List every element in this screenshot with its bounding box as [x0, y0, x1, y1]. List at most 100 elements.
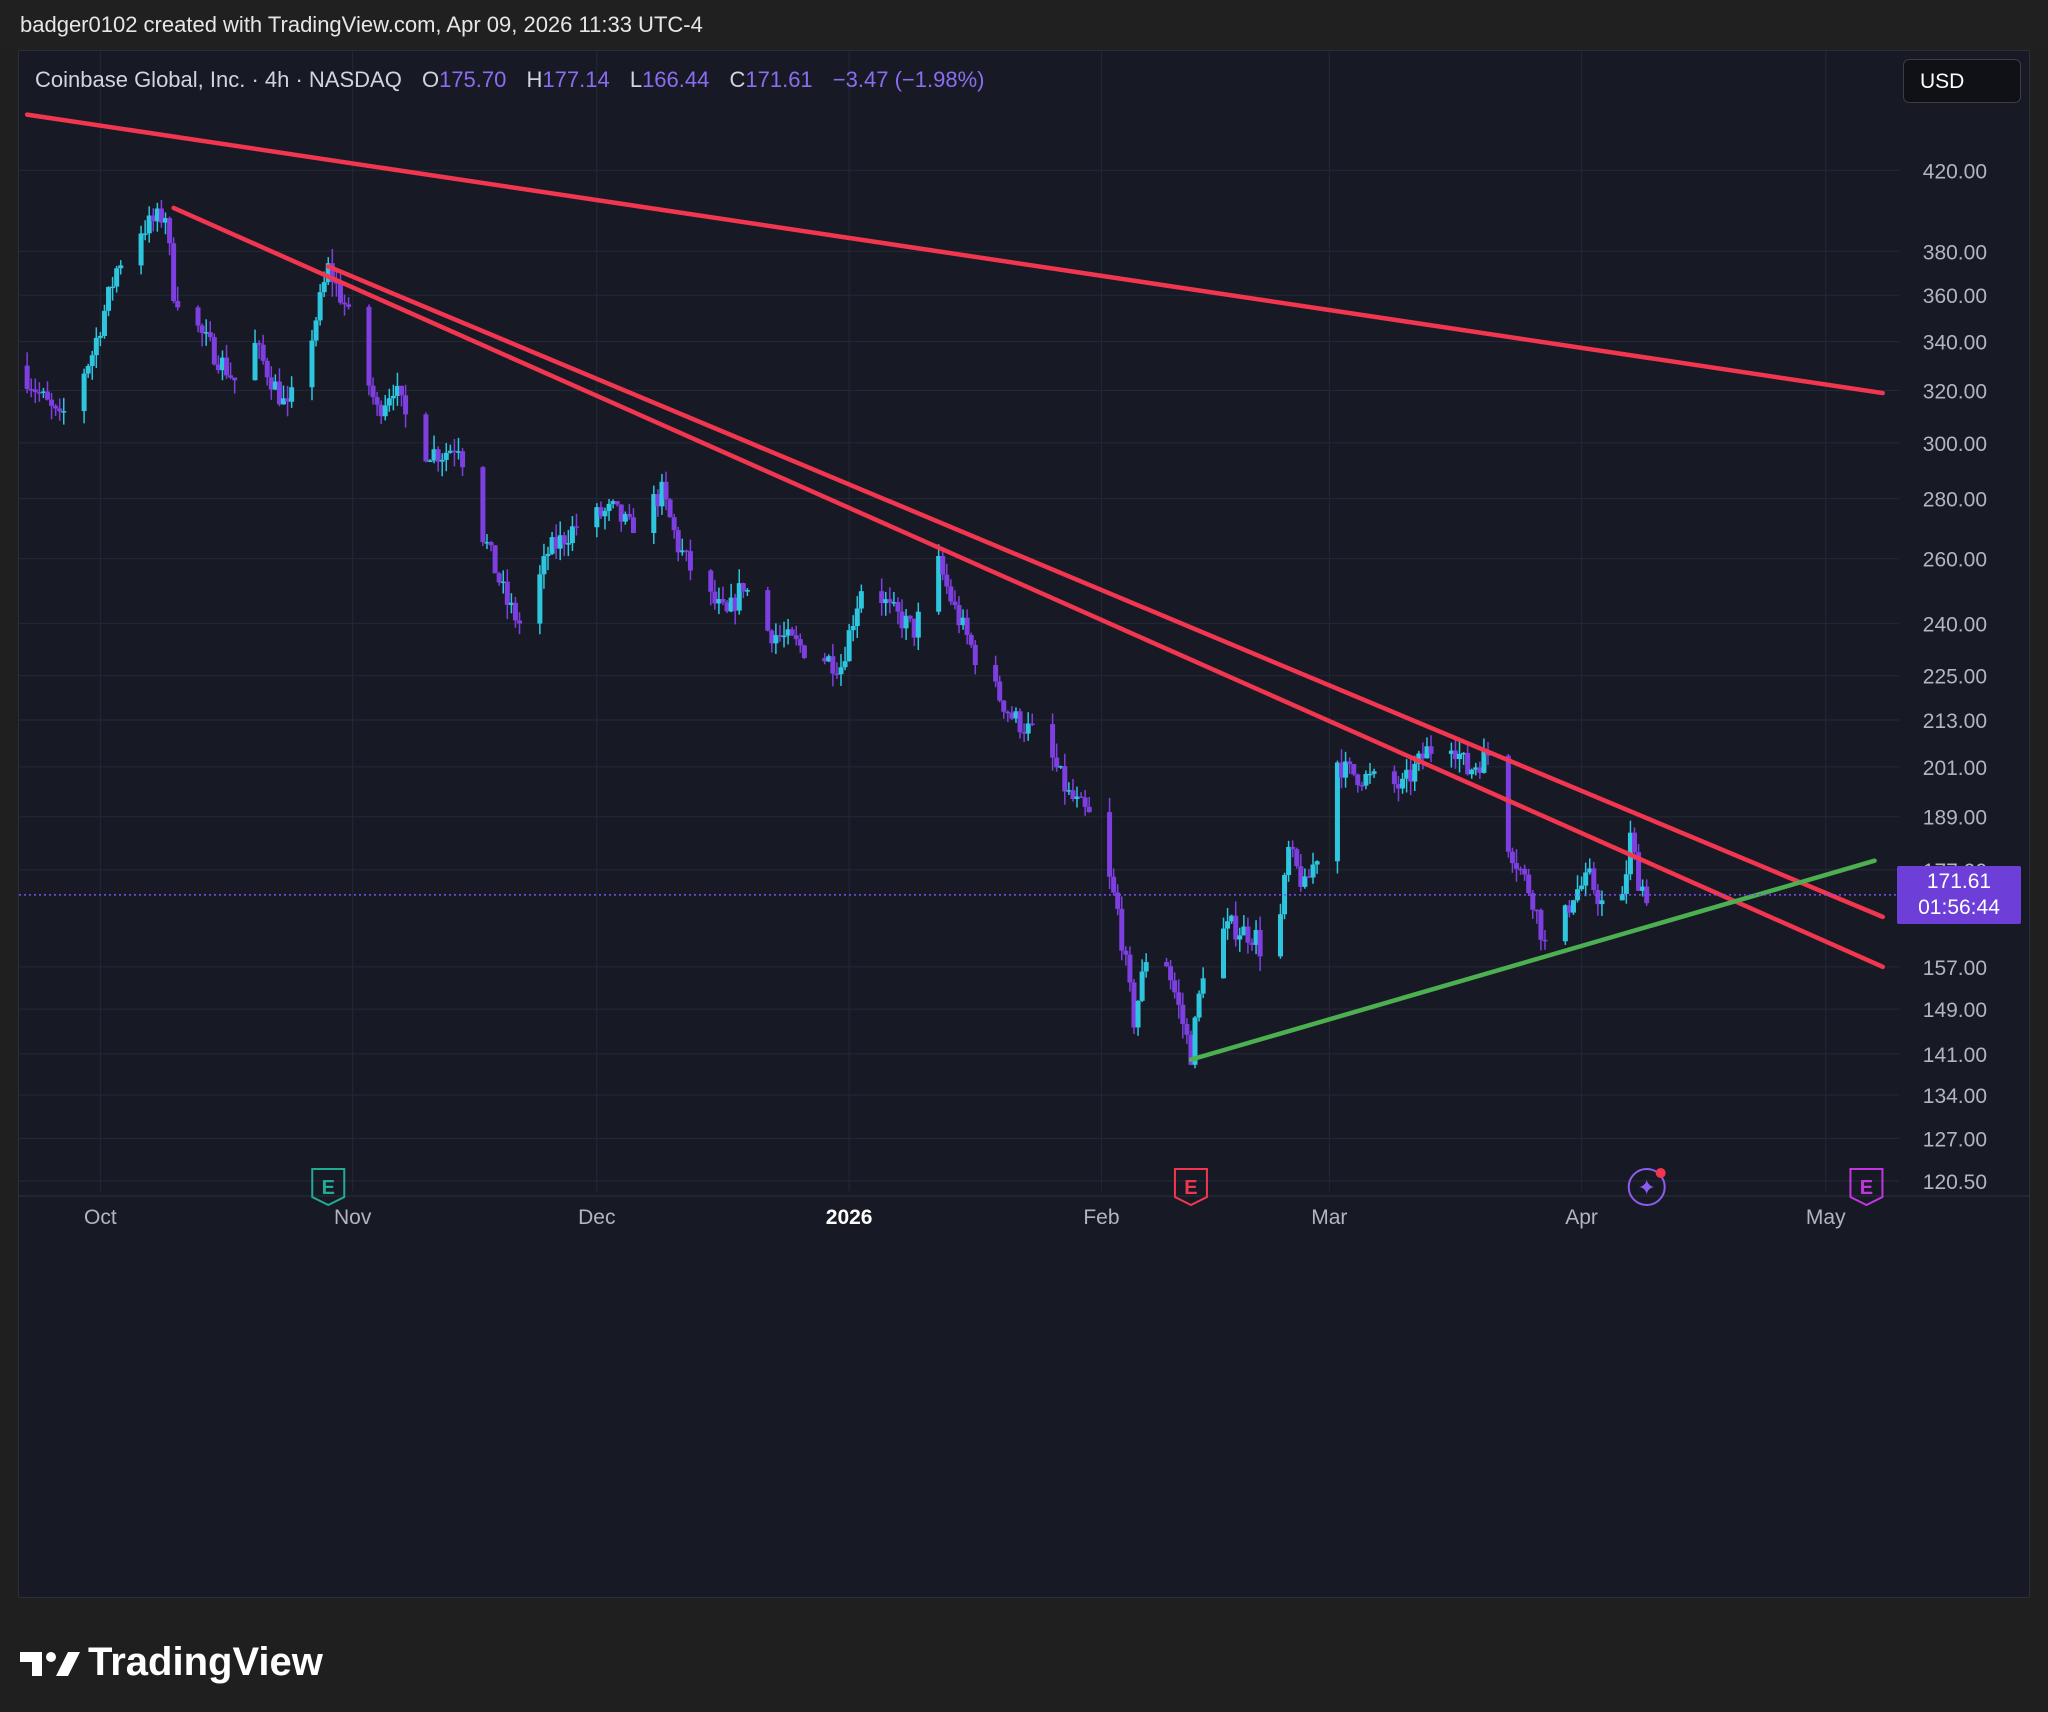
candle-down: [49, 399, 55, 406]
candle-up: [1619, 893, 1625, 901]
candle-down: [399, 385, 405, 396]
candle-down: [460, 451, 466, 468]
price-tick-label: 280.00: [1923, 489, 1987, 512]
candle-down: [1513, 863, 1519, 869]
candle-up: [606, 503, 612, 512]
candle-up: [594, 507, 600, 528]
candle-down: [769, 630, 775, 644]
candle-up: [382, 405, 388, 417]
candle-up: [1562, 905, 1568, 942]
candle-up: [1404, 769, 1410, 779]
candle-up: [846, 630, 852, 662]
candle-down: [1538, 909, 1544, 940]
earnings-marker-icon: E: [1849, 1168, 1884, 1207]
price-tick-label: 340.00: [1923, 331, 1987, 354]
candle-down: [1131, 982, 1137, 1028]
price-chart[interactable]: 420.00 380.00 360.00 340.00 320.00 300.00 280.…: [19, 51, 2030, 1598]
candle-down: [492, 545, 498, 574]
tradingview-logo[interactable]: TradingView: [20, 1634, 323, 1690]
candle-down: [1526, 874, 1532, 894]
candle-down: [997, 681, 1003, 701]
high-value: 177.14: [542, 67, 610, 92]
candle-up: [545, 553, 551, 557]
open-label: O: [421, 67, 440, 92]
candle-up: [1025, 723, 1031, 734]
candle-down: [553, 537, 559, 549]
candle-up: [785, 629, 791, 636]
candle-down: [1294, 849, 1300, 867]
bar-countdown: 01:56:44: [1918, 895, 2000, 919]
candle-down: [1086, 806, 1092, 813]
candle-down: [964, 617, 970, 635]
candle-down: [1021, 732, 1027, 734]
candle-up: [1058, 766, 1064, 768]
candle-down: [1164, 962, 1170, 967]
last-price-value: 171.61: [1926, 869, 1992, 893]
candle-up: [891, 601, 897, 604]
candle-up: [101, 310, 107, 336]
candle-down: [57, 408, 63, 412]
candle-up: [142, 233, 148, 235]
candle-up: [1334, 762, 1340, 862]
candle-down: [374, 397, 380, 405]
currency-button[interactable]: USD: [1903, 59, 2021, 103]
candle-up: [1599, 900, 1605, 905]
candle-down: [195, 307, 201, 326]
candle-up: [1640, 886, 1646, 891]
candle-up: [97, 335, 103, 338]
candle-down: [1591, 868, 1597, 891]
candle-down: [496, 573, 502, 583]
price-tick-label: 240.00: [1923, 613, 1987, 636]
candle-down: [207, 332, 213, 338]
candle-down: [337, 283, 343, 303]
candle-up: [500, 581, 506, 584]
candle-down: [24, 365, 30, 390]
price-tick-label: 157.00: [1923, 957, 1987, 980]
candle-up: [1066, 790, 1072, 792]
candle-down: [1029, 723, 1035, 725]
candle-down: [1351, 764, 1357, 775]
earnings-marker-shape: [1849, 1168, 1884, 1207]
price-tick-label: 120.50: [1923, 1171, 1987, 1194]
candle-up: [1229, 915, 1235, 922]
candle-down: [276, 381, 282, 405]
chart-frame[interactable]: 420.00 380.00 360.00 340.00 320.00 300.00 280.…: [18, 50, 2030, 1598]
candle-down: [1078, 796, 1084, 799]
candle-down: [626, 513, 632, 518]
price-tick-label: 380.00: [1923, 241, 1987, 264]
candle-down: [797, 639, 803, 646]
earnings-marker-shape: [311, 1168, 346, 1207]
price-tick-label: 189.00: [1923, 807, 1987, 830]
candle-down: [333, 282, 339, 284]
candle-up: [162, 218, 168, 223]
candle-up: [537, 574, 543, 624]
candle-down: [370, 385, 376, 398]
candle-down: [36, 392, 42, 394]
candle-down: [1452, 750, 1458, 760]
event-marker-dot: [1655, 1168, 1666, 1178]
candle-down: [378, 404, 384, 417]
candle-down: [199, 325, 205, 333]
date-tick-label: May: [1806, 1206, 1846, 1229]
candle-down: [1115, 892, 1121, 909]
candle-down: [1465, 752, 1471, 775]
candle-down: [480, 467, 486, 543]
candle-down: [1566, 905, 1572, 913]
candle-up: [1277, 914, 1283, 957]
candle-down: [1009, 712, 1015, 719]
candle-down: [671, 517, 677, 531]
candle-up: [138, 233, 144, 266]
candle-down: [1355, 774, 1361, 786]
candle-down: [1530, 893, 1536, 910]
candle-down: [1180, 1004, 1186, 1025]
price-axis: 420.00 380.00 360.00 340.00 320.00 300.00 280.…: [1923, 160, 1987, 1194]
candle-down: [895, 601, 901, 612]
candle-up: [842, 661, 848, 668]
candle-up: [154, 208, 160, 222]
candle-down: [777, 635, 783, 637]
candle-up: [936, 556, 942, 612]
close-value: 171.61: [745, 67, 813, 92]
candle-up: [1241, 926, 1247, 936]
candle-up: [1221, 928, 1227, 979]
candle-down: [1505, 755, 1511, 852]
